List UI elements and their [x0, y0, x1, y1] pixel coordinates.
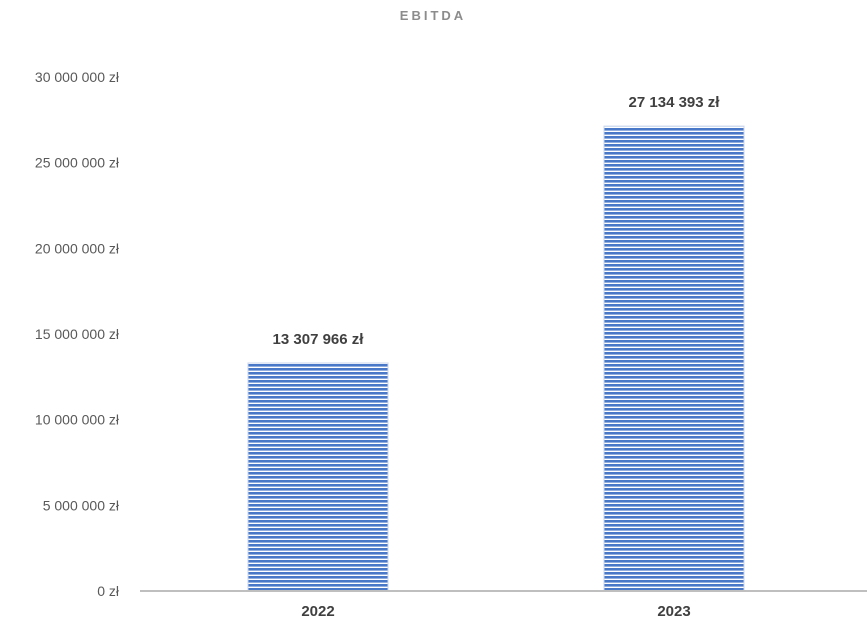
data-labels: 13 307 966 zł 27 134 393 zł [273, 94, 721, 348]
data-label-2022: 13 307 966 zł [273, 331, 365, 348]
y-tick-label: 30 000 000 zł [35, 69, 120, 85]
data-label-2023: 27 134 393 zł [629, 94, 721, 111]
bar-2023 [603, 125, 745, 592]
bars [247, 125, 745, 592]
y-tick-label: 25 000 000 zł [35, 155, 120, 171]
y-tick-label: 10 000 000 zł [35, 412, 120, 428]
x-axis-category-labels: 2022 2023 [301, 603, 690, 620]
chart-title: EBITDA [400, 8, 466, 23]
x-tick-label: 2023 [657, 603, 690, 620]
x-tick-label: 2022 [301, 603, 334, 620]
bar-2022 [247, 362, 389, 592]
y-tick-label: 5 000 000 zł [43, 497, 120, 513]
y-axis-tick-labels: 0 zł 5 000 000 zł 10 000 000 zł 15 000 000 … [35, 69, 120, 599]
y-tick-label: 20 000 000 zł [35, 240, 120, 256]
y-tick-label: 0 zł [97, 583, 120, 599]
y-tick-label: 15 000 000 zł [35, 326, 120, 342]
